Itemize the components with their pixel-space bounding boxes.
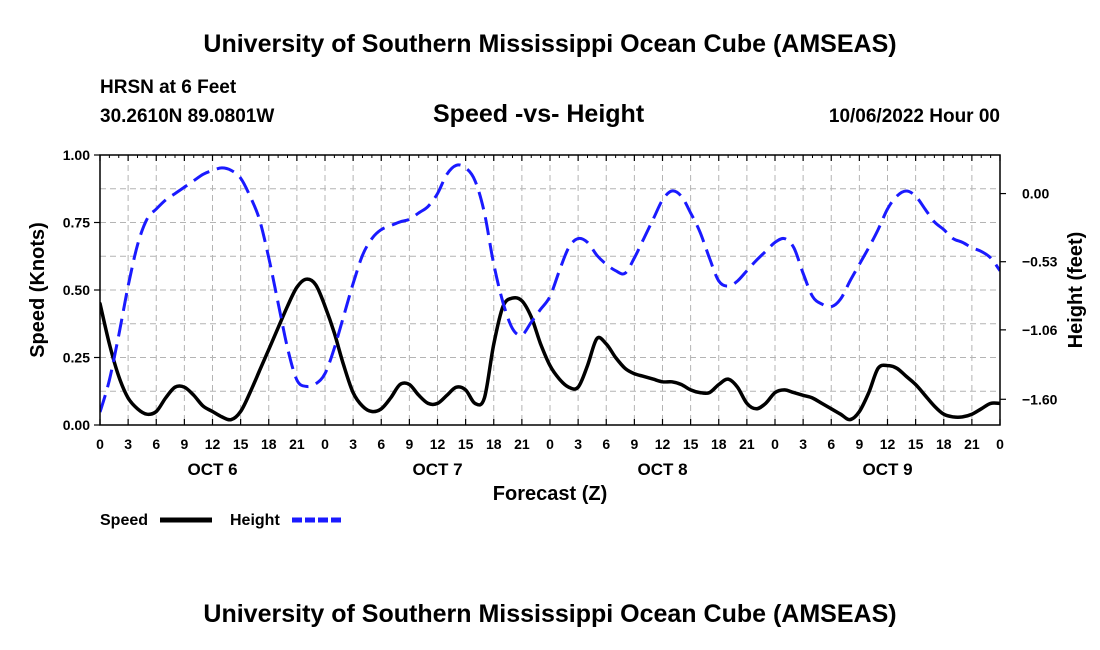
grid-lines: [100, 155, 1000, 425]
x-tick-label: 18: [261, 436, 277, 452]
y-tick-label: 0.75: [63, 215, 90, 231]
x-tick-label: 15: [683, 436, 699, 452]
x-tick-label: 21: [514, 436, 530, 452]
y2-tick-label: 0.00: [1022, 186, 1049, 202]
x-tick-label: 6: [827, 436, 835, 452]
x-tick-label: 0: [96, 436, 104, 452]
series-line-speed: [100, 277, 1000, 422]
day-label: OCT 9: [862, 460, 912, 479]
x-tick-label: 12: [880, 436, 896, 452]
x-tick-label: 3: [124, 436, 132, 452]
y-tick-label: 0.50: [63, 282, 90, 298]
day-label: OCT 8: [637, 460, 687, 479]
legend-speed-label: Speed: [100, 512, 148, 529]
axes: 0 3 6 9 12 15 18 21 0 3 6 9 12 15 18 21 0 3 6 9 12 15 18 21 0 3 6 9…: [63, 147, 1058, 479]
x-tick-label: 0: [321, 436, 329, 452]
x-tick-label: 0: [996, 436, 1004, 452]
y2-tick-label: −1.06: [1022, 322, 1058, 338]
footer-title: University of Southern Mississippi Ocean…: [203, 600, 897, 628]
x-tick-label: 12: [430, 436, 446, 452]
y-tick-label: 0.00: [63, 417, 90, 433]
x-tick-label: 21: [739, 436, 755, 452]
series-layer: [100, 163, 1000, 422]
x-tick-label: 21: [289, 436, 305, 452]
forecast-datetime: 10/06/2022 Hour 00: [828, 106, 1000, 127]
x-tick-label: 18: [486, 436, 502, 452]
x-tick-label: 12: [655, 436, 671, 452]
x-tick-label: 18: [711, 436, 727, 452]
day-label: OCT 6: [187, 460, 237, 479]
x-tick-label: 18: [936, 436, 952, 452]
y2-tick-label: −0.53: [1022, 254, 1058, 270]
legend-height-label: Height: [230, 512, 280, 529]
x-tick-label: 9: [855, 436, 863, 452]
x-tick-label: 9: [630, 436, 638, 452]
station-name: HRSN at 6 Feet: [100, 77, 237, 98]
page-title: University of Southern Mississippi Ocean…: [203, 30, 897, 58]
station-coordinates: 30.2610N 89.0801W: [100, 106, 275, 127]
x-tick-label: 15: [458, 436, 474, 452]
x-tick-label: 0: [771, 436, 779, 452]
x-axis-label: Forecast (Z): [493, 483, 607, 505]
x-tick-label: 6: [152, 436, 160, 452]
x-tick-label: 3: [349, 436, 357, 452]
x-tick-label: 3: [574, 436, 582, 452]
x-tick-label: 6: [377, 436, 385, 452]
x-tick-label: 0: [546, 436, 554, 452]
x-tick-label: 9: [405, 436, 413, 452]
series-line-height: [100, 163, 1000, 413]
y-tick-label: 1.00: [63, 147, 90, 163]
x-tick-label: 6: [602, 436, 610, 452]
x-tick-label: 12: [205, 436, 221, 452]
legend: Speed Height: [100, 512, 342, 529]
y2-tick-label: −1.60: [1022, 391, 1058, 407]
x-tick-label: 9: [180, 436, 188, 452]
x-tick-label: 15: [233, 436, 249, 452]
x-tick-label: 15: [908, 436, 924, 452]
y-tick-label: 0.25: [63, 350, 90, 366]
x-tick-label: 21: [964, 436, 980, 452]
y2-axis-label: Height (feet): [1065, 232, 1087, 349]
y-axis-label: Speed (Knots): [27, 222, 49, 358]
chart-title: Speed -vs- Height: [433, 100, 645, 128]
x-tick-label: 3: [799, 436, 807, 452]
day-label: OCT 7: [412, 460, 462, 479]
